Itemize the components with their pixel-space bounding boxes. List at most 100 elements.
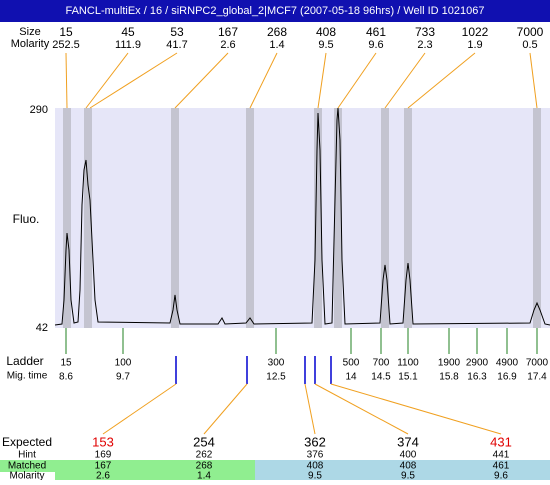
match-connector: [102, 383, 177, 435]
peak-band: [314, 108, 322, 328]
peak-molarity: 1.4: [269, 39, 284, 51]
ladder-size: 7000: [526, 358, 549, 369]
ladder-time: 9.7: [116, 372, 130, 383]
peak-size: 53: [170, 25, 184, 39]
peak-molarity: 1.9: [467, 39, 482, 51]
peak-connector: [89, 52, 178, 109]
table-molarity: 1.4: [197, 471, 211, 480]
matched-bg-blue: [255, 460, 550, 480]
table-expected: 374: [397, 434, 419, 449]
matched-bg-green: [0, 460, 255, 472]
peak-connector: [317, 52, 327, 109]
ladder-time: 17.4: [527, 372, 547, 383]
ladder-size: 1900: [438, 358, 461, 369]
ladder-size: 4900: [496, 358, 519, 369]
peak-molarity: 9.5: [318, 39, 333, 51]
table-matched: 408: [307, 461, 324, 472]
table-hint: 441: [493, 450, 510, 461]
title-bar: [0, 0, 550, 22]
peak-band: [381, 108, 389, 328]
table-matched: 268: [196, 461, 213, 472]
peak-connector: [249, 52, 278, 109]
plot-area: [55, 108, 550, 328]
peak-molarity: 9.6: [368, 39, 383, 51]
match-connector: [203, 383, 248, 435]
peak-size: 45: [121, 25, 135, 39]
table-molarity: 9.5: [308, 471, 322, 480]
ladder-size: 1100: [397, 358, 419, 369]
peak-molarity: 2.3: [417, 39, 432, 51]
table-hint: 400: [400, 450, 417, 461]
peak-band: [334, 108, 342, 328]
ladder-time: 15.1: [398, 372, 418, 383]
table-matched: 461: [493, 461, 510, 472]
ladder-time: 16.9: [497, 372, 517, 383]
table-molarity: 9.5: [401, 471, 415, 480]
peak-size: 167: [218, 25, 238, 39]
table-expected: 153: [92, 434, 114, 449]
peak-connector: [65, 52, 68, 109]
ladder-time: 14: [345, 372, 357, 383]
peak-connector: [174, 52, 229, 109]
row-label: Molarity: [9, 471, 44, 480]
title: FANCL-multiEx / 16 / siRNPC2_global_2|MC…: [65, 5, 484, 17]
peak-molarity: 0.5: [522, 39, 537, 51]
ladder-size: 100: [115, 358, 132, 369]
ladder-size: 300: [268, 358, 285, 369]
match-connector: [304, 383, 316, 435]
row-label: Size: [19, 26, 40, 38]
row-label: Matched: [8, 461, 46, 472]
peak-size: 461: [366, 25, 386, 39]
row-label: Mig. time: [7, 371, 48, 382]
molarity-bg-green: [55, 472, 255, 480]
ladder-time: 16.3: [467, 372, 487, 383]
peak-size: 1022: [462, 25, 489, 39]
table-expected: 431: [490, 434, 512, 449]
ladder-size: 15: [60, 358, 72, 369]
ladder-time: 14.5: [371, 372, 391, 383]
peak-size: 15: [59, 25, 73, 39]
axis-bottom: 42: [36, 322, 48, 334]
ladder-size: 2900: [466, 358, 489, 369]
peak-band: [246, 108, 254, 328]
table-expected: 362: [304, 434, 326, 449]
peak-size: 268: [267, 25, 287, 39]
table-hint: 169: [95, 450, 112, 461]
axis-top: 290: [30, 104, 48, 116]
ladder-time: 12.5: [266, 372, 286, 383]
table-molarity: 2.6: [96, 471, 110, 480]
table-molarity: 9.6: [494, 471, 508, 480]
peak-size: 7000: [517, 25, 544, 39]
peak-band: [84, 108, 92, 328]
ladder-size: 700: [373, 358, 390, 369]
row-label: Ladder: [6, 354, 43, 368]
peak-band: [533, 108, 541, 328]
peak-connector: [407, 52, 476, 109]
peak-connector: [85, 52, 129, 109]
table-matched: 167: [95, 461, 112, 472]
table-matched: 408: [400, 461, 417, 472]
row-label: Expected: [2, 435, 52, 449]
ladder-time: 15.8: [439, 372, 459, 383]
ladder-time: 8.6: [59, 372, 73, 383]
peak-connector: [384, 52, 426, 109]
peak-band: [404, 108, 412, 328]
peak-molarity: 252.5: [52, 39, 80, 51]
trace: [54, 107, 550, 326]
peak-size: 733: [415, 25, 435, 39]
peak-band: [63, 108, 71, 328]
axis-label: Fluo.: [13, 212, 40, 226]
peak-molarity: 41.7: [166, 39, 187, 51]
peak-size: 408: [316, 25, 336, 39]
row-label: Hint: [18, 450, 36, 461]
match-connector: [330, 383, 502, 435]
peak-connector: [337, 52, 377, 109]
peak-molarity: 111.9: [115, 39, 141, 51]
table-hint: 376: [307, 450, 324, 461]
match-connector: [314, 383, 409, 435]
peak-band: [171, 108, 179, 328]
peak-connector: [529, 52, 538, 109]
table-hint: 262: [196, 450, 213, 461]
ladder-size: 500: [343, 358, 360, 369]
